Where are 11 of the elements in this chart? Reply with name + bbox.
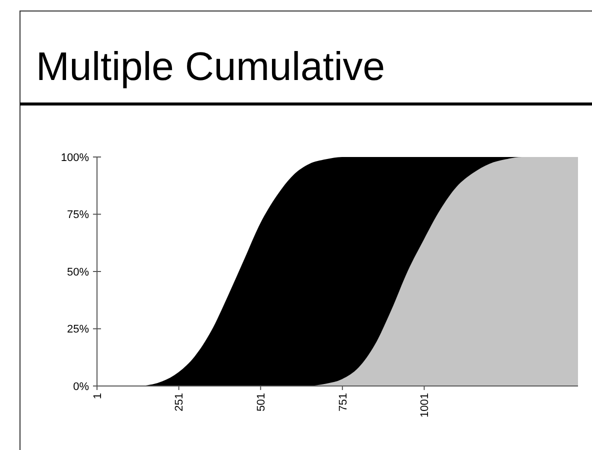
y-tick-label: 100%	[60, 152, 90, 164]
x-tick-label: 751	[337, 393, 350, 412]
x-tick-label: 251	[174, 393, 186, 412]
y-tick-label: 50%	[66, 266, 90, 278]
x-tick-label: 1	[92, 393, 104, 400]
y-tick-label: 75%	[66, 209, 90, 222]
chart-title: Multiple Cumulative	[36, 45, 386, 89]
x-tick-label: 1001	[419, 393, 432, 418]
y-tick-label: 25%	[66, 324, 90, 336]
x-tick-label: 501	[255, 393, 268, 412]
y-tick-label: 0%	[73, 380, 90, 393]
